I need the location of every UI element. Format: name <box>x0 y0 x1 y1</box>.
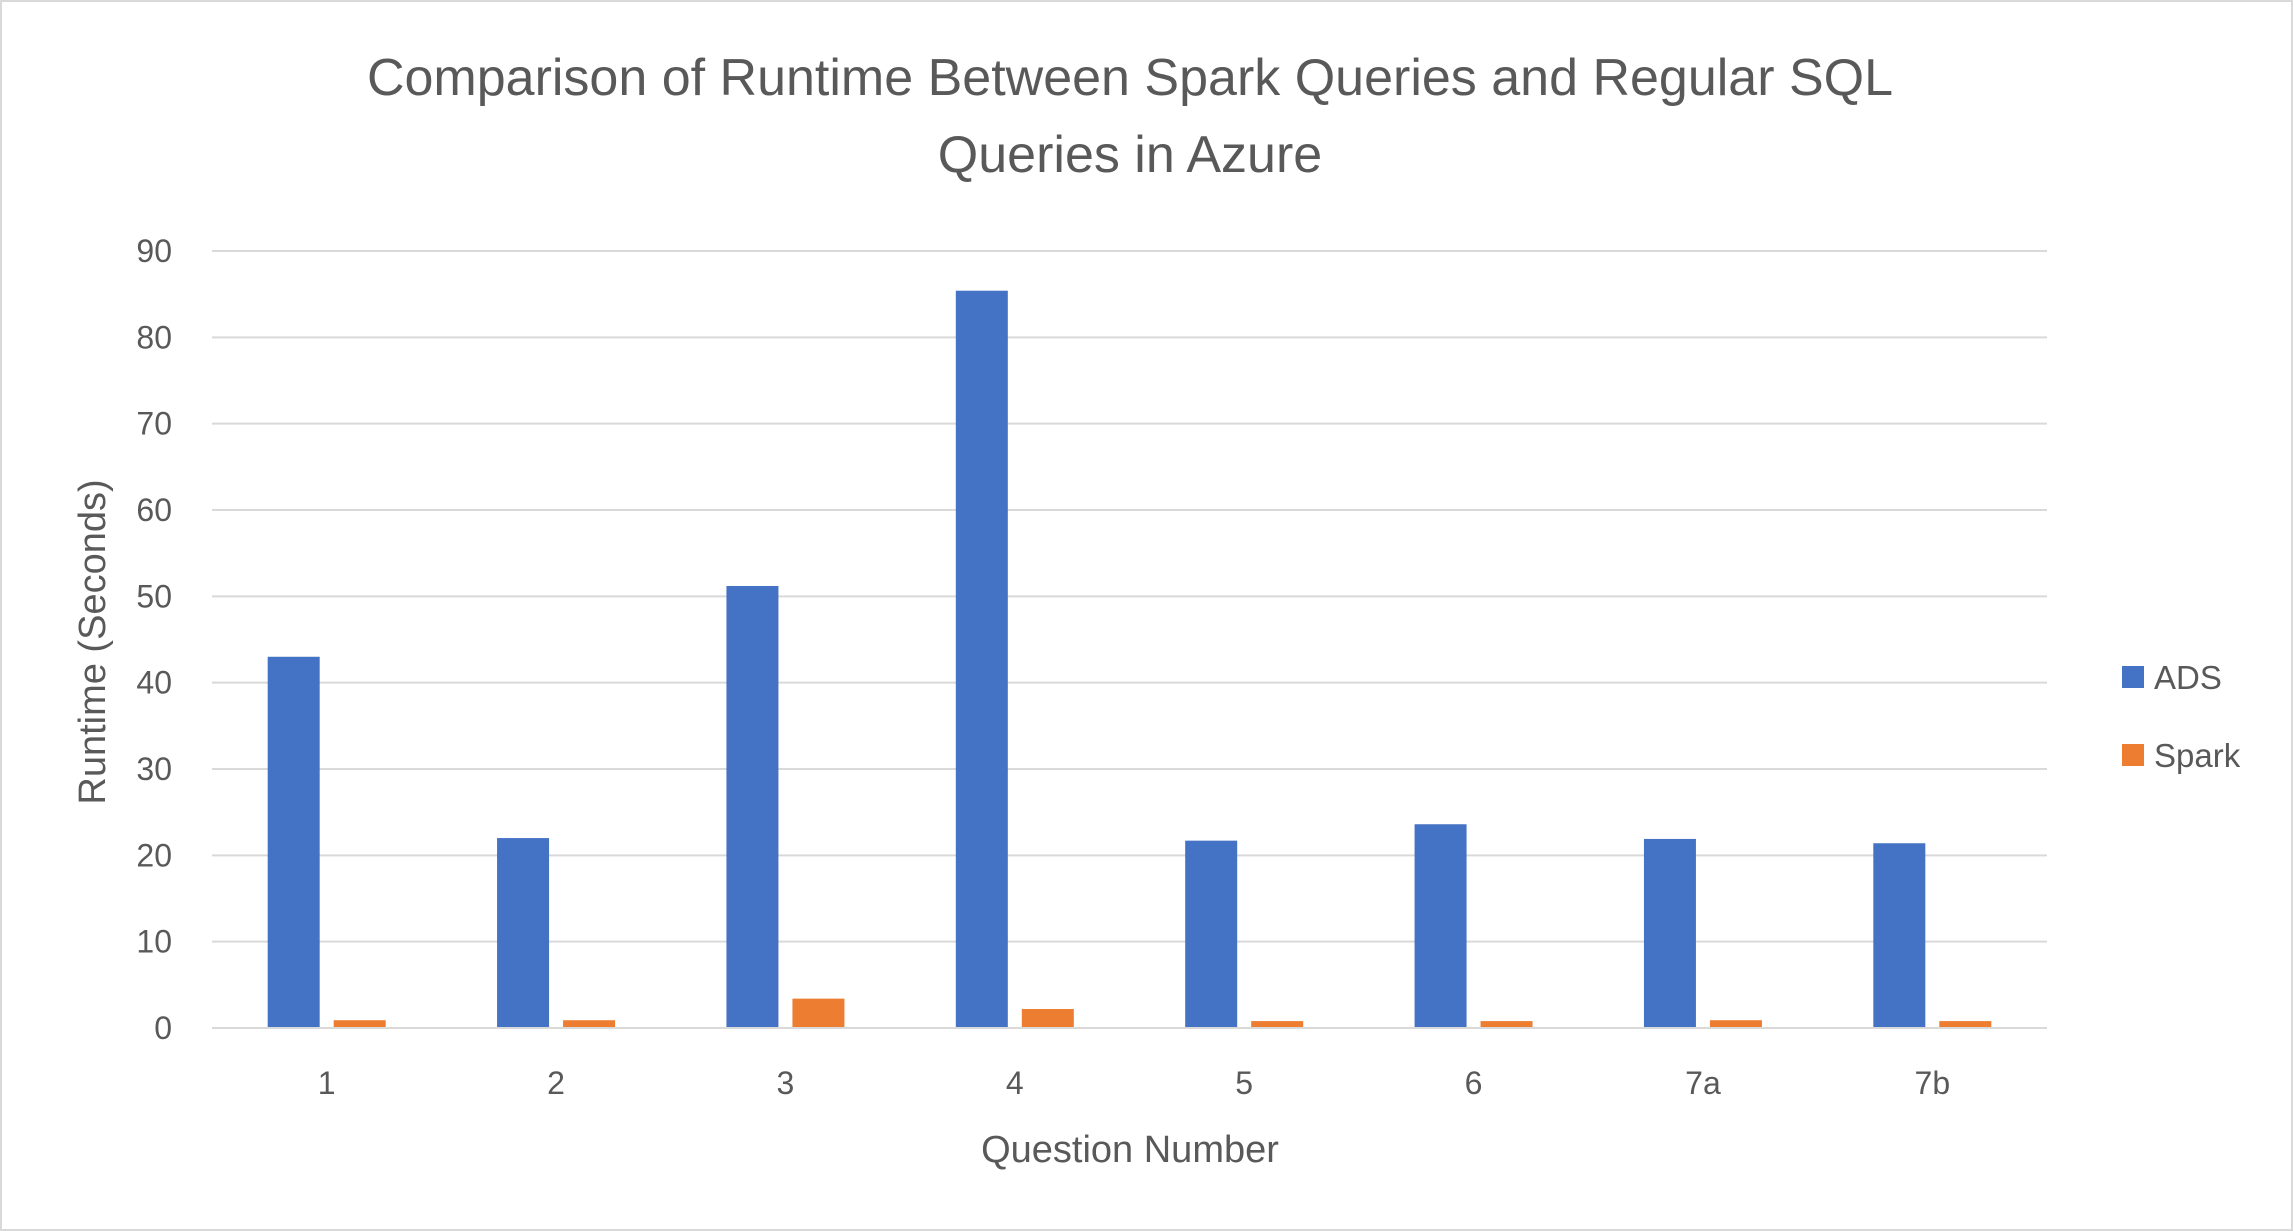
bars <box>212 290 2047 1029</box>
bar-ads-4 <box>955 290 1008 1028</box>
bar-spark-6 <box>1480 1021 1533 1028</box>
x-tick-label: 2 <box>547 1065 565 1101</box>
bar-spark-2 <box>563 1020 616 1028</box>
y-tick-label: 10 <box>136 924 172 960</box>
y-tick-label: 0 <box>154 1010 172 1046</box>
bar-spark-5 <box>1251 1021 1304 1028</box>
y-tick-label: 80 <box>136 319 172 355</box>
y-tick-label: 50 <box>136 578 172 614</box>
x-axis-title: Question Number <box>981 1129 1279 1171</box>
x-tick-label: 5 <box>1235 1065 1253 1101</box>
bar-ads-6 <box>1414 824 1467 1028</box>
gridlines <box>212 250 2047 1029</box>
x-tick-label: 1 <box>318 1065 336 1101</box>
bar-spark-1 <box>333 1020 386 1028</box>
bar-spark-7b <box>1939 1021 1992 1028</box>
x-tick-label: 4 <box>1006 1065 1024 1101</box>
chart-title-line-2: Queries in Azure <box>938 126 1322 184</box>
bar-ads-1 <box>267 656 320 1028</box>
y-tick-label: 40 <box>136 665 172 701</box>
x-tick-label: 6 <box>1465 1065 1483 1101</box>
y-tick-label: 30 <box>136 751 172 787</box>
y-tick-label: 20 <box>136 837 172 873</box>
bar-ads-7b <box>1873 843 1926 1028</box>
bar-ads-3 <box>726 585 779 1028</box>
bar-ads-2 <box>497 838 550 1028</box>
chart-title-line-1: Comparison of Runtime Between Spark Quer… <box>367 49 1893 107</box>
x-tick-label: 3 <box>777 1065 795 1101</box>
x-axis-ticks: 1 2 3 4 5 6 7a 7b <box>318 1065 1950 1101</box>
x-tick-label: 7a <box>1685 1065 1721 1101</box>
y-tick-label: 60 <box>136 492 172 528</box>
y-tick-label: 70 <box>136 406 172 442</box>
bar-spark-4 <box>1021 1009 1074 1028</box>
y-tick-label: 90 <box>136 233 172 269</box>
bar-spark-3 <box>792 998 845 1028</box>
legend-swatch-spark <box>2122 744 2144 766</box>
legend: ADS Spark <box>2122 659 2241 774</box>
bar-ads-7a <box>1643 838 1696 1028</box>
bar-ads-5 <box>1185 840 1238 1028</box>
x-tick-label: 7b <box>1915 1065 1951 1101</box>
y-axis-ticks: 0 10 20 30 40 50 60 70 80 90 <box>136 233 172 1046</box>
bar-spark-7a <box>1709 1020 1762 1028</box>
legend-label-ads: ADS <box>2154 659 2222 696</box>
legend-swatch-ads <box>2122 666 2144 688</box>
y-axis-title: Runtime (Seconds) <box>72 479 114 804</box>
legend-label-spark: Spark <box>2154 737 2241 774</box>
